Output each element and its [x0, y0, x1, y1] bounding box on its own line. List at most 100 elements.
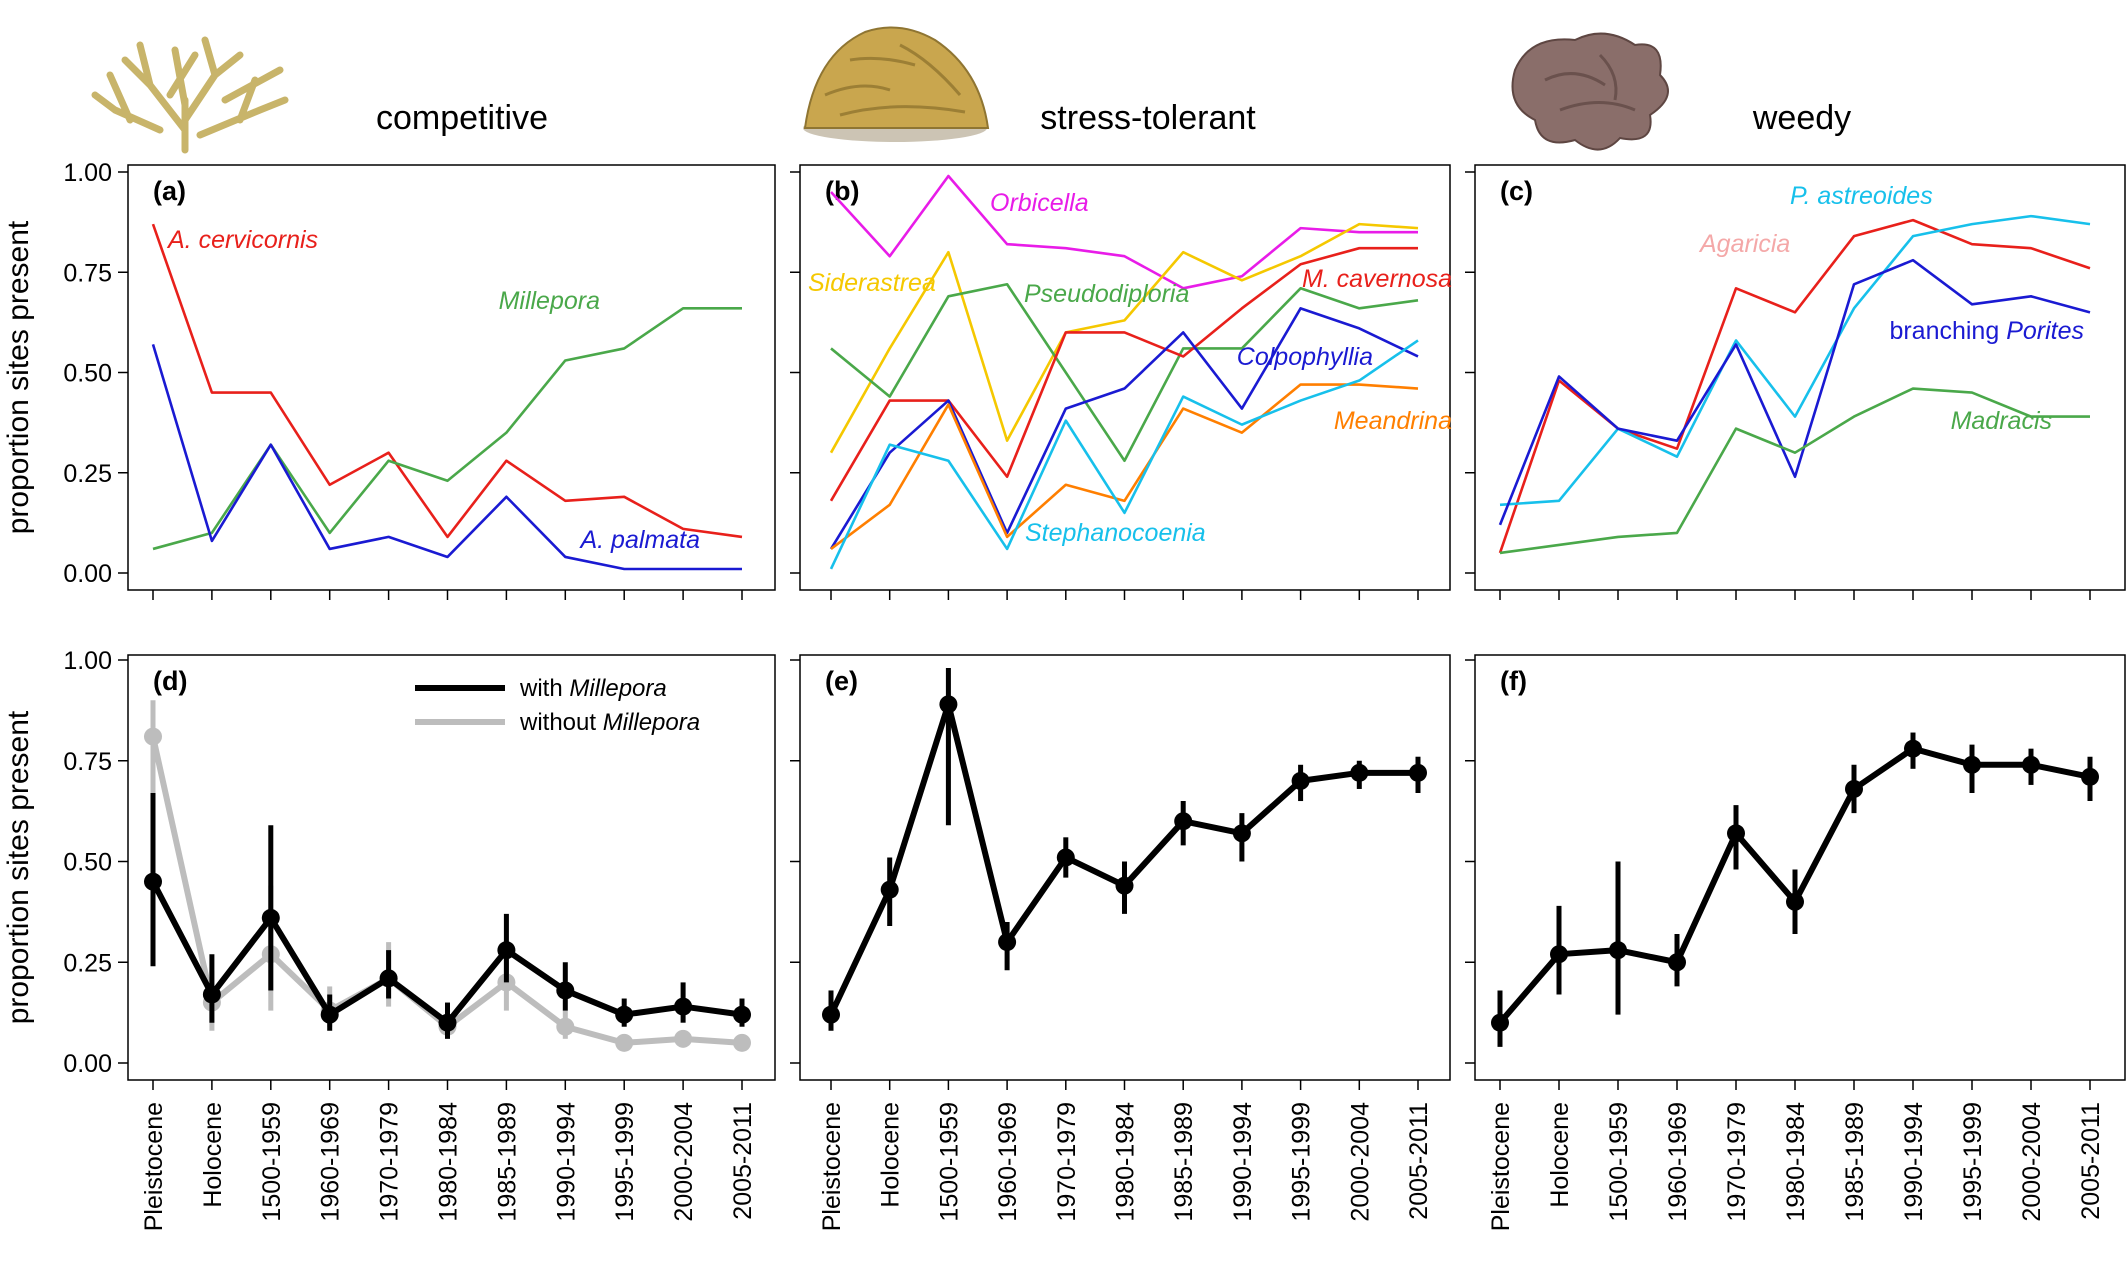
panel-label: (f) — [1500, 666, 1527, 696]
series-line — [150, 735, 743, 1046]
data-point — [202, 985, 221, 1004]
data-point — [674, 1029, 693, 1048]
series-label-name: Porites — [2006, 317, 2084, 345]
x-tick-label: 1970-1979 — [1723, 1102, 1751, 1222]
x-tick-label: 1500-1959 — [1605, 1102, 1633, 1222]
data-point — [1963, 755, 1981, 774]
y-tick-label: 0.00 — [63, 560, 112, 588]
x-tick-label: 1995-1999 — [611, 1102, 639, 1222]
data-point — [1232, 824, 1251, 843]
series-colpophyllia — [829, 307, 1419, 550]
series-line — [151, 344, 742, 571]
panel-frame — [1474, 164, 2126, 591]
series-label: Siderastrea — [808, 269, 936, 297]
group-title-stress-tolerant: stress-tolerant — [1040, 99, 1256, 137]
x-tick-label: 1500-1959 — [258, 1102, 286, 1222]
series-label-name: Colpophyllia — [1237, 343, 1373, 371]
group-title-weedy: weedy — [1752, 99, 1851, 137]
series-mean — [1491, 732, 2099, 1047]
x-tick-label: 1960-1969 — [994, 1102, 1022, 1222]
y-tick-label: 1.00 — [63, 159, 112, 187]
x-tick-label: Pleistocene — [818, 1102, 846, 1231]
series-label: P. astreoides — [1790, 182, 1933, 210]
series-line — [151, 223, 743, 539]
x-tick-label: 1990-1994 — [552, 1102, 580, 1222]
data-point — [674, 997, 693, 1016]
panel-e: Pleistocene Holocene 1500-1959 1960-1969 197… — [790, 654, 1451, 1231]
data-point — [320, 1005, 339, 1024]
series-label: Colpophyllia — [1237, 343, 1373, 371]
series-mean — [822, 668, 1427, 1031]
x-tick-label: 2000-2004 — [2018, 1102, 2046, 1222]
x-tick-label: 1960-1969 — [317, 1102, 345, 1222]
series-label: Agaricia — [1698, 230, 1790, 258]
series-p-astreoides — [1499, 214, 2091, 507]
panel-label: (d) — [153, 666, 187, 696]
y-tick-label: 0.50 — [63, 360, 112, 388]
series-label-name: Meandrina — [1334, 407, 1452, 435]
data-point — [144, 872, 162, 891]
data-point — [1668, 953, 1686, 972]
y-tick-label: 0.00 — [63, 1050, 112, 1078]
data-point — [733, 1005, 751, 1024]
data-point — [497, 941, 516, 960]
panel-label: (a) — [153, 176, 186, 206]
data-point — [2081, 767, 2099, 786]
series-agaricia — [1498, 218, 2091, 554]
panel-label: (e) — [825, 666, 858, 696]
data-point — [1786, 892, 1804, 911]
x-tick-label: 2005-2011 — [1405, 1102, 1433, 1220]
series-label: Stephanocoenia — [1025, 519, 1206, 547]
series-label-prefix: branching — [1889, 317, 2006, 345]
x-tick-label: Holocene — [199, 1102, 227, 1208]
series-label-name: Stephanocoenia — [1025, 519, 1206, 547]
x-tick-label: 1995-1999 — [1288, 1102, 1316, 1222]
x-tick-label: 1990-1994 — [1229, 1102, 1257, 1222]
x-tick-label: Pleistocene — [140, 1102, 168, 1231]
series-pseudodiploria — [830, 282, 1419, 463]
series-label-name: P. astreoides — [1790, 182, 1933, 210]
series-label: branching Porites — [1889, 317, 2084, 345]
data-point — [438, 1013, 457, 1032]
series-label-name: A. cervicornis — [166, 226, 318, 254]
x-tick-label: 2000-2004 — [670, 1102, 698, 1222]
x-tick-label: 1980-1984 — [1112, 1102, 1140, 1222]
series-porites — [1498, 258, 2091, 526]
series-label: M. cavernosa — [1302, 265, 1452, 293]
data-point — [556, 981, 575, 1000]
data-point — [1056, 848, 1075, 867]
x-tick-label: 2000-2004 — [1346, 1102, 1374, 1222]
data-point — [939, 695, 958, 714]
data-point — [1350, 763, 1369, 782]
x-tick-label: 1985-1989 — [493, 1102, 521, 1222]
series-without-millepora — [144, 700, 751, 1052]
series-line — [829, 339, 1419, 570]
series-label-name: Orbicella — [990, 189, 1089, 217]
data-point — [1115, 876, 1134, 895]
legend-prefix: with — [519, 675, 569, 702]
data-point — [880, 880, 899, 899]
y-tick-label: 1.00 — [63, 647, 112, 675]
data-point — [822, 1005, 840, 1024]
series-label: Millepora — [499, 287, 601, 315]
series-label: A. palmata — [578, 526, 700, 554]
x-tick-label: Holocene — [877, 1102, 905, 1208]
plot-area: 0.00 0.25 0.50 0.75 1.00 proportion sites pre… — [2, 159, 2126, 1231]
series-line — [150, 880, 743, 1026]
panel-frame — [1474, 654, 2126, 1081]
y-axis-label: proportion sites present — [2, 220, 35, 534]
data-point — [1174, 812, 1193, 831]
series-millepora — [152, 307, 742, 551]
panel-b: (b) Orbicella Siderastrea Pseudodiploria M. … — [790, 164, 1452, 600]
massive-coral-illustration — [803, 26, 990, 142]
panel-a: 0.00 0.25 0.50 0.75 1.00 proportion sites pre… — [2, 159, 776, 600]
legend-prefix: without — [519, 709, 603, 736]
series-line — [830, 174, 1418, 290]
data-point — [615, 1033, 634, 1052]
panel-label: (c) — [1500, 176, 1533, 206]
x-tick-label: 1970-1979 — [1053, 1102, 1081, 1222]
x-tick-label: 1500-1959 — [935, 1102, 963, 1222]
series-label-name: Siderastrea — [808, 269, 936, 297]
